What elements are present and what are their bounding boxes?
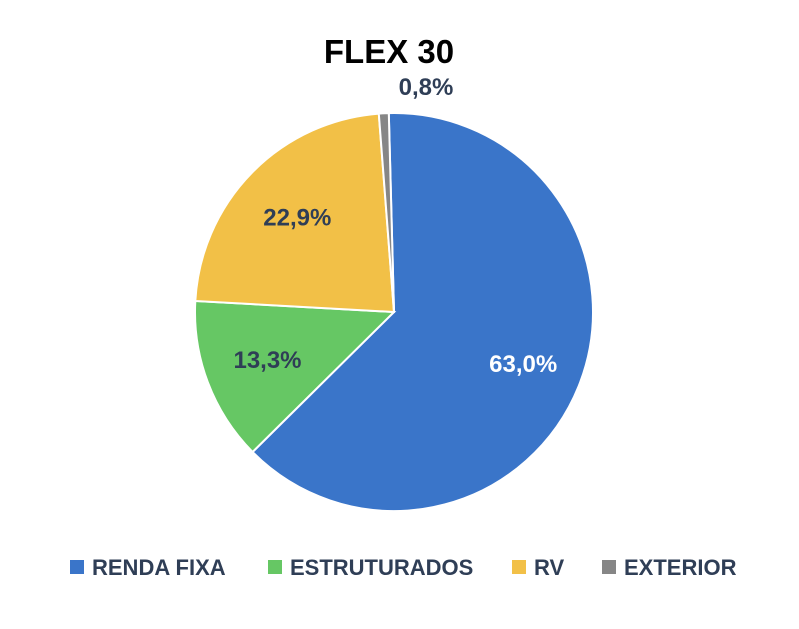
pie-slice-estruturados <box>194 299 397 454</box>
legend-swatch-estruturados <box>268 560 282 574</box>
pie-slices <box>194 112 594 512</box>
pie-slice-rv <box>194 112 396 314</box>
legend-swatch-renda-fixa <box>70 560 84 574</box>
data-label-renda-fixa: 63,0% <box>489 351 557 378</box>
pie-slice-exterior <box>377 112 395 313</box>
chart-title: FLEX 30 <box>324 33 454 70</box>
legend-label-rv: RV <box>534 555 564 580</box>
legend-label-exterior: EXTERIOR <box>624 555 737 580</box>
legend-label-estruturados: ESTRUTURADOS <box>290 555 473 580</box>
data-label-rv: 22,9% <box>263 204 331 231</box>
data-label-exterior: 0,8% <box>399 74 454 101</box>
legend-swatch-exterior <box>602 560 616 574</box>
chart-legend: RENDA FIXA ESTRUTURADOS RV EXTERIOR <box>70 555 737 580</box>
legend-swatch-rv <box>512 560 526 574</box>
legend-label-renda-fixa: RENDA FIXA <box>92 555 226 580</box>
pie-data-labels: 63,0% 13,3% 22,9% 0,8% <box>233 74 557 378</box>
data-label-estruturados: 13,3% <box>233 347 301 374</box>
pie-slice-renda-fixa <box>251 112 594 512</box>
